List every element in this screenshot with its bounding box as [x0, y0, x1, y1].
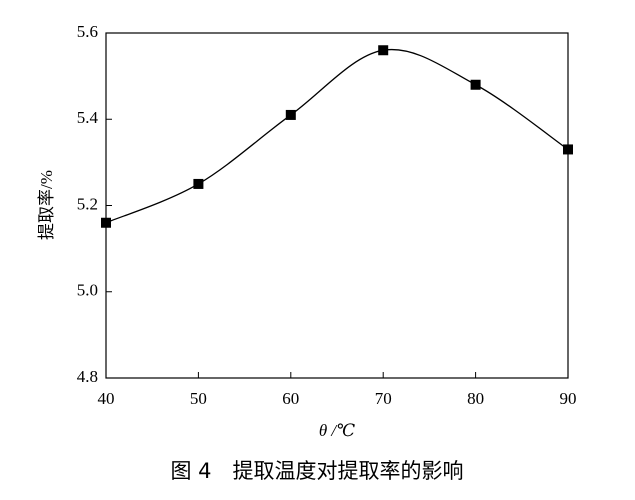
y-axis-label: 提取率/% [37, 170, 56, 240]
marker [193, 178, 204, 189]
x-tick-label: 90 [560, 389, 577, 408]
x-tick-label: 70 [375, 389, 392, 408]
marker [563, 144, 573, 155]
y-tick-label: 5.0 [77, 281, 98, 300]
series-line [105, 48, 569, 224]
x-axis-label: θ /℃ [319, 421, 355, 440]
x-tick-label: 50 [190, 389, 207, 408]
plot-frame [105, 32, 569, 379]
marker [378, 45, 389, 56]
x-tick-label: 40 [98, 389, 115, 408]
marker [101, 217, 111, 228]
chart-title: 图 4 提取温度对提取率的影响 [170, 459, 463, 483]
y-tick-label: 4.8 [77, 367, 98, 386]
y-tick-label: 5.6 [77, 22, 98, 41]
marker [470, 79, 481, 90]
y-tick-label: 5.2 [77, 194, 98, 213]
x-tick-label: 80 [467, 389, 484, 408]
x-tick-label: 60 [282, 389, 299, 408]
y-tick-label: 5.4 [77, 108, 99, 127]
marker [285, 109, 296, 120]
